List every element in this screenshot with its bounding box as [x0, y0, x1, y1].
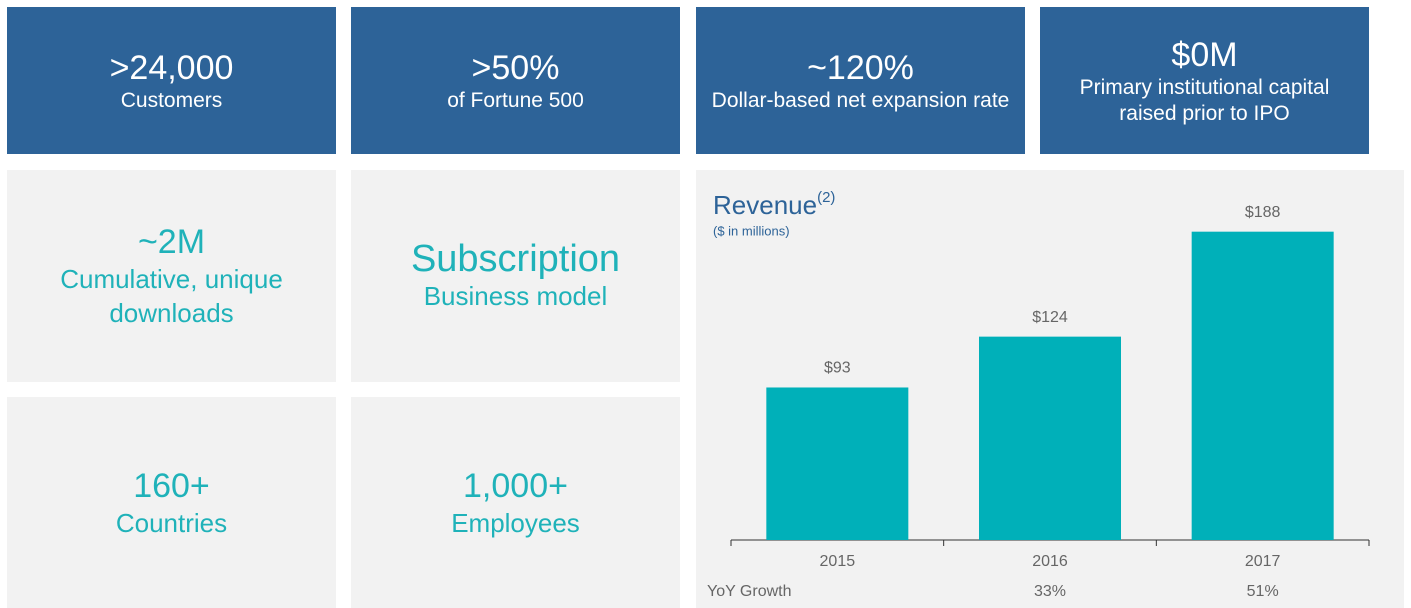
tile: >50% of Fortune 500	[351, 7, 680, 154]
tile-label: Customers	[120, 88, 223, 112]
tile-label: of Fortune 500	[447, 88, 584, 112]
tile-label: Employees	[451, 507, 580, 538]
tile-value: ~120%	[807, 48, 914, 87]
value-label: $93	[824, 360, 851, 377]
tile: ~120% Dollar-based net expansion rate	[696, 7, 1025, 154]
growth-value: 33%	[1034, 583, 1066, 600]
tile: 160+ Countries	[7, 397, 336, 608]
chart-subtitle: ($ in millions)	[713, 223, 790, 238]
bar	[1191, 231, 1334, 540]
bar	[979, 336, 1121, 540]
chart: Revenue(2) ($ in millions) YoY Growth $93…	[696, 170, 1404, 608]
tile: ~2M Cumulative, unique downloads	[7, 170, 336, 382]
growth-label: YoY Growth	[707, 583, 792, 600]
value-label: $188	[1245, 204, 1281, 221]
tile: $0M Primary institutional capital raised …	[1040, 7, 1369, 154]
tile: >24,000 Customers	[7, 7, 336, 154]
tile-label: Countries	[115, 507, 228, 538]
x-tick-label: 2016	[1032, 553, 1068, 570]
x-tick-label: 2017	[1245, 553, 1281, 570]
growth-value: 51%	[1247, 583, 1279, 600]
tile-value: Subscription	[410, 238, 621, 280]
chart-title-group: Revenue(2)	[713, 189, 835, 220]
bar	[766, 387, 909, 540]
chart-title: Revenue	[713, 190, 817, 220]
tile-value: 1,000+	[463, 466, 568, 505]
tile-value: >24,000	[109, 48, 234, 87]
tile: 1,000+ Employees	[351, 397, 680, 608]
tile: Subscription Business model	[351, 170, 680, 382]
tile-label: Cumulative, unique downloads	[60, 264, 283, 328]
tile-label: Dollar-based net expansion rate	[711, 88, 1010, 112]
value-label: $124	[1032, 309, 1068, 326]
tile-value: ~2M	[137, 223, 206, 261]
tile-value: 160+	[133, 466, 210, 505]
tile-label: Business model	[423, 281, 608, 311]
x-tick-label: 2015	[820, 553, 856, 570]
tile-value: >50%	[471, 48, 560, 87]
chart-title-superscript: (2)	[817, 189, 835, 206]
tile-label: Primary institutional capital raised pri…	[1079, 75, 1330, 125]
tile-value: $0M	[1171, 35, 1238, 74]
